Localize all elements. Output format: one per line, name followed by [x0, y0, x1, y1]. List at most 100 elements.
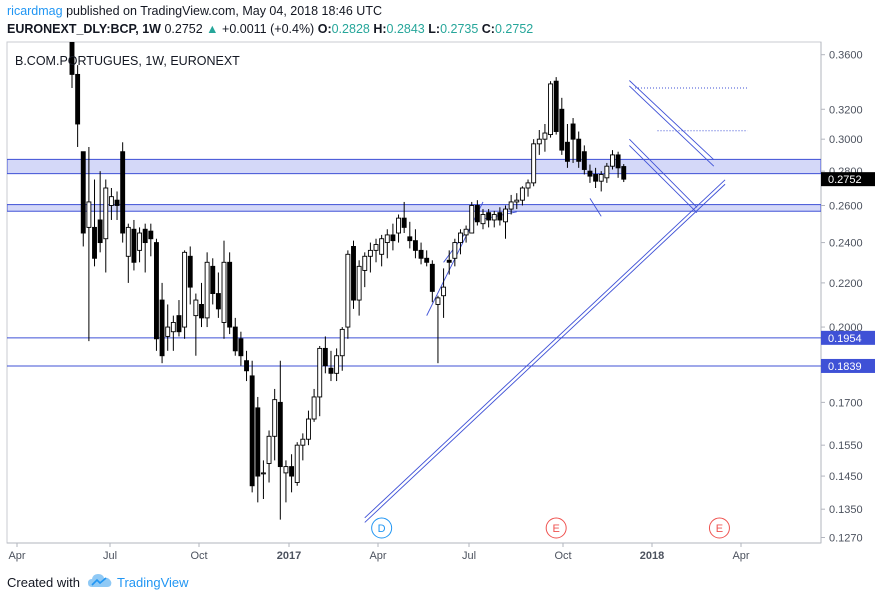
earnings-marker[interactable]: E — [545, 517, 567, 539]
candle — [137, 227, 143, 263]
candle — [159, 282, 165, 364]
trendline — [364, 179, 726, 519]
y-tick-label: 0.3000 — [829, 134, 863, 146]
tradingview-logo-icon[interactable] — [88, 573, 112, 589]
candle — [232, 317, 238, 356]
candle-body — [486, 212, 492, 221]
candle — [266, 430, 272, 483]
candle-body — [125, 226, 131, 257]
candle-body — [615, 154, 621, 169]
candle-body — [469, 205, 475, 234]
candle-body — [553, 80, 559, 132]
dividend-marker[interactable]: D — [371, 517, 393, 539]
open-value: 0.2828 — [331, 22, 370, 36]
candle — [300, 433, 306, 461]
candle-body — [97, 219, 103, 244]
candle — [142, 223, 148, 273]
candle — [317, 345, 323, 417]
candle-body — [75, 73, 81, 125]
candle-body — [604, 165, 610, 179]
candle-body — [80, 151, 86, 234]
candle — [491, 210, 497, 228]
candle — [249, 360, 255, 493]
candle — [441, 268, 447, 318]
candle — [615, 151, 621, 178]
candle-body — [108, 196, 114, 206]
candle-body — [182, 251, 188, 328]
candle-body — [412, 240, 418, 251]
trendline — [629, 138, 698, 208]
candle-body — [328, 367, 334, 374]
candle-body — [103, 187, 109, 240]
candle — [210, 258, 216, 305]
candle — [463, 225, 469, 243]
candle-body — [69, 42, 75, 75]
close-label: C: — [481, 22, 495, 36]
candle-body — [519, 187, 525, 201]
candle — [396, 214, 401, 243]
candle-body — [621, 166, 627, 180]
candle — [621, 164, 627, 183]
candle — [311, 388, 317, 422]
candle — [576, 131, 582, 168]
tradingview-brand[interactable]: TradingView — [117, 575, 189, 590]
candle-body — [289, 466, 295, 477]
candle-body — [536, 138, 542, 145]
last-price: 0.2752 — [164, 22, 203, 36]
candle-body — [120, 151, 126, 234]
candle-body — [373, 244, 379, 251]
candle — [165, 304, 171, 351]
change-arrow-icon: ▲ — [206, 22, 219, 36]
event-circle — [371, 517, 393, 539]
earnings-marker[interactable]: E — [708, 517, 730, 539]
candle-body — [463, 228, 469, 236]
candle-body — [441, 286, 447, 297]
price-chart[interactable]: B.COM.PORTUGUES, 1W, EURONEXT 0.3600 0.320… — [0, 0, 875, 568]
author-link[interactable]: ricardmag — [7, 4, 63, 18]
support-resistance-zone — [7, 158, 821, 175]
candle — [125, 223, 131, 283]
candle — [486, 209, 492, 228]
price-badge-label: 0.1954 — [828, 333, 862, 345]
candle — [294, 442, 300, 486]
trendline — [629, 85, 715, 167]
candle — [103, 179, 109, 273]
candle-body — [548, 83, 553, 136]
plot-area — [7, 42, 821, 523]
candle — [345, 250, 351, 339]
candle — [86, 146, 92, 342]
candle-body — [187, 255, 193, 288]
candle — [277, 360, 283, 520]
candle — [412, 229, 418, 259]
event-circle — [545, 517, 567, 539]
candle-body — [227, 261, 233, 328]
candle — [322, 336, 328, 374]
candle — [289, 454, 295, 493]
candle-body — [142, 228, 148, 244]
candle-body — [559, 108, 565, 151]
candle — [593, 167, 599, 189]
candle — [373, 238, 379, 263]
candle-body — [86, 201, 92, 228]
y-tick-label: 0.2200 — [829, 278, 863, 290]
candle — [610, 150, 615, 170]
candle — [401, 201, 407, 234]
candle-body — [131, 228, 137, 263]
candle — [542, 123, 548, 152]
candle — [553, 77, 559, 135]
x-tick-label: Jul — [462, 550, 476, 562]
candle-body — [593, 174, 599, 182]
candle — [334, 348, 340, 382]
candle-body — [221, 261, 227, 323]
candle — [75, 65, 81, 147]
candle — [604, 162, 610, 183]
candle-body — [317, 347, 323, 398]
candle-body — [429, 263, 435, 292]
candle-body — [215, 293, 221, 310]
candle — [272, 388, 278, 461]
candle-body — [153, 242, 159, 340]
candle — [525, 179, 531, 197]
event-letter: E — [716, 523, 723, 535]
symbol-label: EURONEXT_DLY:BCP, 1W — [7, 22, 161, 36]
candle-body — [92, 226, 97, 259]
